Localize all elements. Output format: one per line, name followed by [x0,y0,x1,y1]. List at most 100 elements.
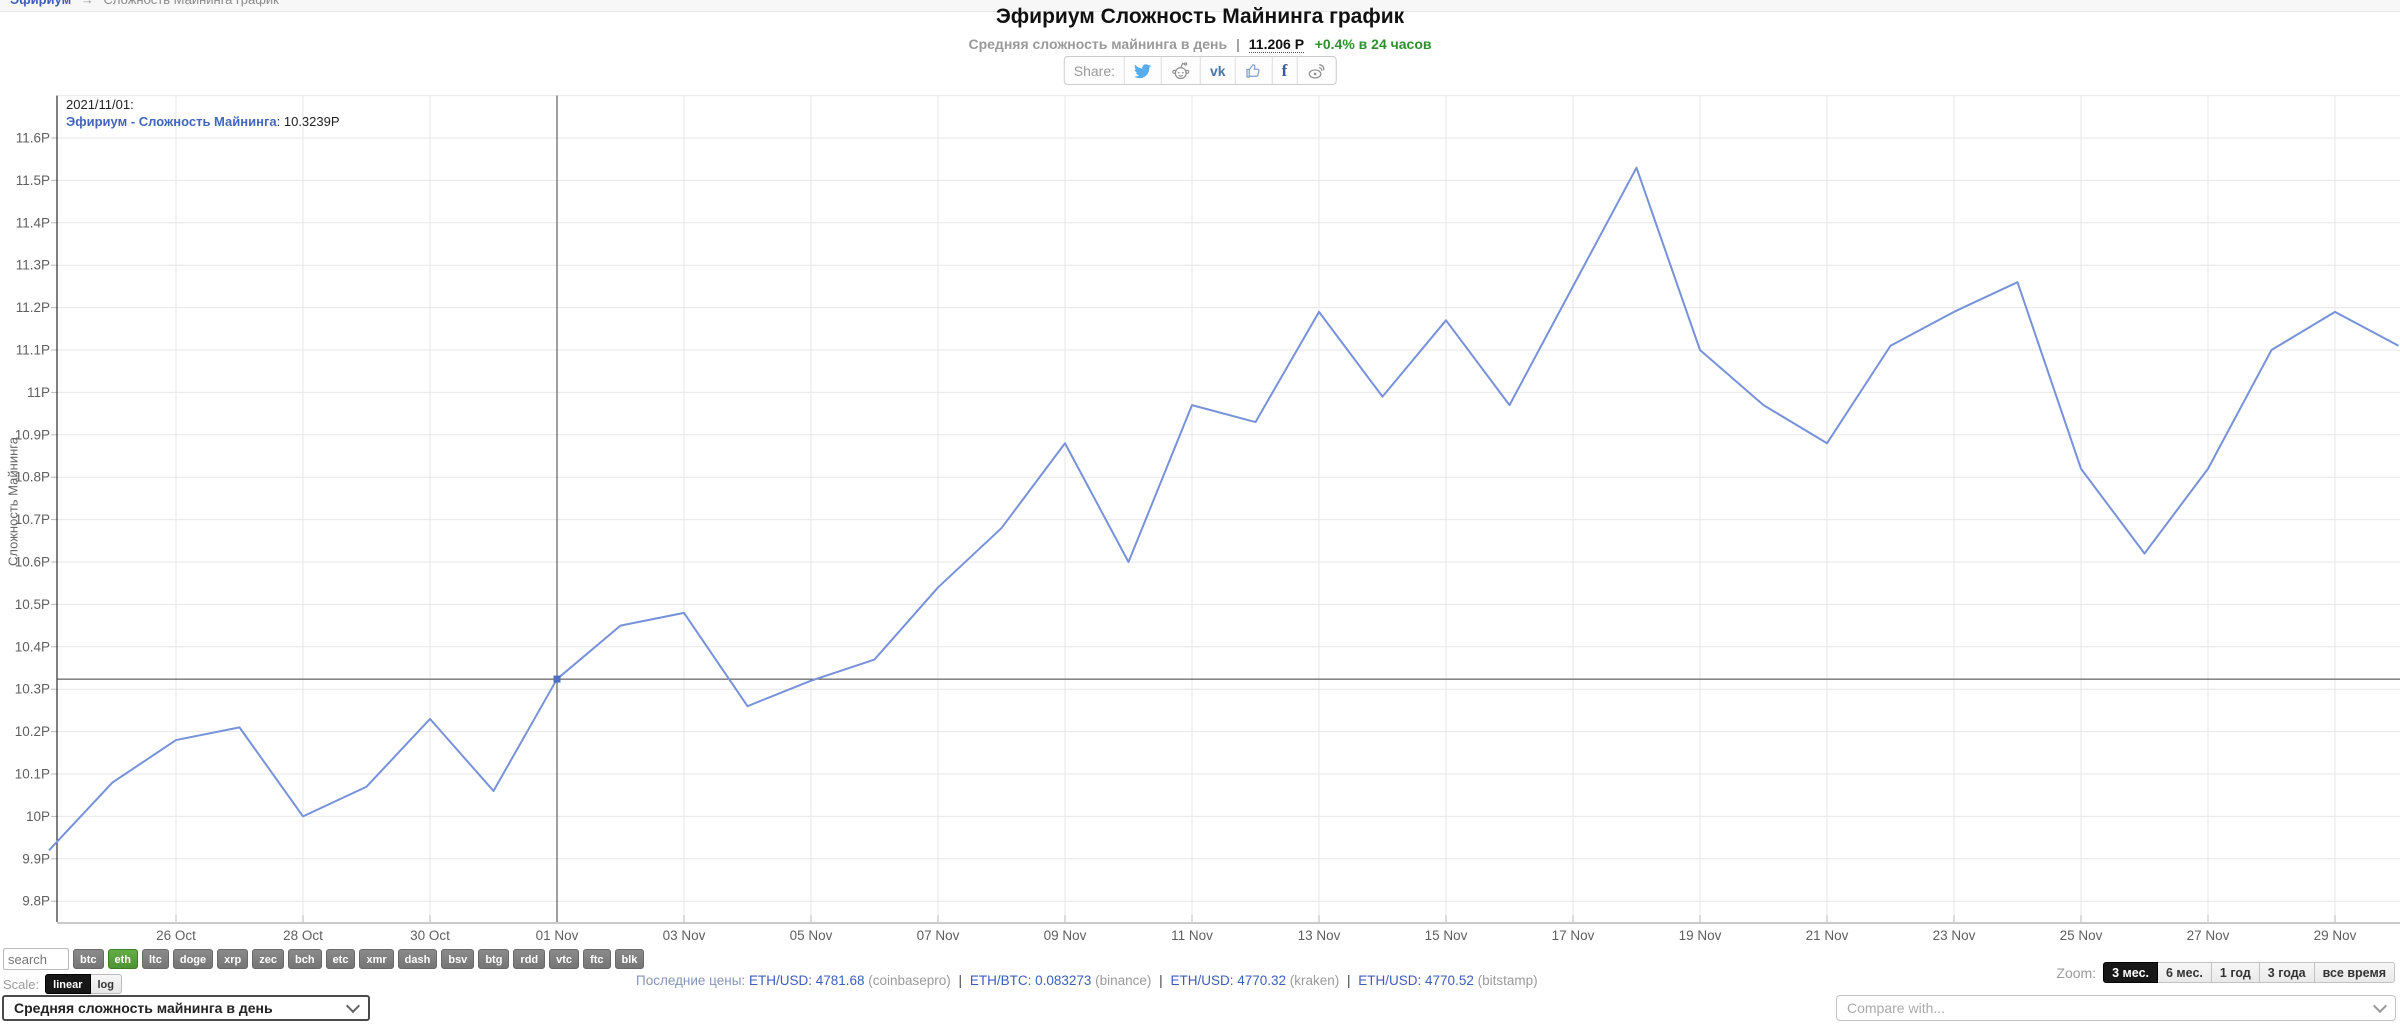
coin-button-ltc[interactable]: ltc [142,949,169,969]
coin-list: btc eth ltc doge xrp zec bch etc xmr dash bsv btg rd… [73,949,645,969]
x-axis-label: 19 Nov [1679,928,1722,943]
x-axis-label: 13 Nov [1298,928,1341,943]
y-axis-label: 10P [26,809,50,824]
coin-button-xrp[interactable]: xrp [217,949,249,969]
prices-label: Последние цены: [636,973,749,988]
facebook-icon: f [1281,60,1288,80]
coin-button-bsv[interactable]: bsv [441,949,475,969]
compare-select[interactable]: Compare with... [1836,995,2396,1021]
coin-button-ftc[interactable]: ftc [583,949,611,969]
coin-button-vtc[interactable]: vtc [549,949,580,969]
tooltip-date: 2021/11/01: [66,97,134,112]
y-axis-label: 10.9P [15,427,50,442]
x-axis-label: 23 Nov [1933,928,1976,943]
tooltip-value: 10.3239P [283,114,340,129]
coin-search-input[interactable] [3,948,69,970]
y-axis-label: 10.2P [15,724,50,739]
x-axis-label: 25 Nov [2060,928,2103,943]
x-axis-label: 30 Oct [410,928,450,943]
scale-row: Scale: linear log [3,974,122,994]
price-source-1: (coinbasepro) [864,973,951,988]
y-axis-label: 10.3P [15,682,50,697]
share-bar: Share: vk [1063,56,1337,85]
coin-button-rdd[interactable]: rdd [513,949,546,969]
thumb-up-icon [1245,62,1263,80]
x-axis-label: 15 Nov [1425,928,1468,943]
page-subtitle: Средняя сложность майнинга в день | 11.2… [0,36,2400,53]
y-axis-label: 10.5P [15,597,50,612]
scale-label: Scale: [3,976,40,992]
coin-button-blk[interactable]: blk [614,949,645,969]
chart-tooltip: 2021/11/01: Эфириум - Сложность Майнинга… [66,96,340,130]
coin-selector-row: btcethltcdogexrpzecbchetcxmrdashbsvbtgrd… [3,948,645,970]
x-axis-label: 17 Nov [1552,928,1595,943]
coin-button-xmr[interactable]: xmr [359,949,394,969]
share-twitter-button[interactable] [1125,57,1162,84]
x-axis-label: 05 Nov [790,928,833,943]
coin-button-doge[interactable]: doge [172,949,214,969]
compare-select-placeholder: Compare with... [1847,1000,1946,1016]
price-link-1[interactable]: ETH/USD: 4781.68 [748,973,865,988]
chevron-down-icon [345,998,361,1014]
y-axis-label: 10.1P [15,767,50,782]
scale-button-linear[interactable]: linear [45,974,91,994]
y-axis-label: 11P [27,385,50,400]
zoom-range-button-4[interactable]: 3 года [2259,962,2315,983]
coin-button-btc[interactable]: btc [73,949,104,969]
share-vk-button[interactable]: vk [1201,57,1236,84]
metric-select[interactable]: Средняя сложность майнинга в день [2,995,370,1021]
scale-button-log[interactable]: log [90,974,122,994]
y-axis-label: 11.3P [16,258,50,273]
price-link-3[interactable]: ETH/USD: 4770.32 [1170,973,1286,988]
zoom-range-button-1[interactable]: 3 мес. [2103,962,2158,983]
y-axis-label: 9.9P [22,851,50,866]
reddit-icon [1171,61,1191,81]
x-axis-label: 03 Nov [663,928,706,943]
highlight-marker [553,675,561,683]
scale-buttons: linear log [39,974,122,994]
share-reddit-button[interactable] [1162,57,1201,84]
breadcrumb-current: Сложность Майнинга график [103,0,278,7]
price-link-2[interactable]: ETH/BTC: 0.083273 [969,973,1092,988]
chart-plot[interactable]: 9.8P 9.9P 10P 10.1P 10.2P 10.3P 10.4P 10.5P 10.6… [0,88,2400,958]
zoom-range-button-5[interactable]: все время [2314,962,2395,983]
weibo-icon [1306,61,1326,81]
breadcrumb-home-link[interactable]: Эфириум [10,0,71,7]
share-like-button[interactable] [1236,57,1273,84]
share-facebook-button[interactable]: f [1273,57,1298,84]
subtitle-label: Средняя сложность майнинга в день [968,36,1228,52]
price-link-4[interactable]: ETH/USD: 4770.52 [1358,973,1474,988]
metric-select-value: Средняя сложность майнинга в день [14,1000,273,1016]
chevron-down-icon [2372,998,2388,1014]
subtitle-pipe: | [1235,36,1240,52]
y-axis-label: 9.8P [22,894,50,909]
tooltip-series-name: Эфириум - Сложность Майнинга [66,114,277,129]
x-axis-label: 26 Oct [156,928,196,943]
coin-button-eth[interactable]: eth [107,949,138,969]
coin-button-bch[interactable]: bch [288,949,322,969]
zoom-label: Zoom: [2056,964,2097,981]
zoom-buttons: 3 мес. 6 мес. 1 год 3 года все время [2096,962,2395,983]
current-difficulty-value: 11.206 P [1248,36,1304,53]
coin-button-zec[interactable]: zec [252,949,284,969]
zoom-range-button-3[interactable]: 1 год [2211,962,2260,983]
tooltip-colon: : [276,114,281,129]
share-weibo-button[interactable] [1297,57,1335,84]
y-axis-label: 11.2P [16,300,50,315]
x-axis-label: 21 Nov [1806,928,1849,943]
y-axis-label: 10.8P [15,470,50,485]
price-source-2: (binance) [1091,973,1152,988]
change-24h: +0.4% в 24 часов [1314,36,1432,52]
page-title: Эфириум Сложность Майнинга график [995,5,1405,28]
coin-button-btg[interactable]: btg [478,949,510,969]
price-source-3: (kraken) [1286,973,1340,988]
y-axis-label: 10.6P [15,555,50,570]
y-axis-label: 11.1P [16,343,50,358]
coin-button-dash[interactable]: dash [397,949,438,969]
difficulty-line-series [48,166,2399,852]
zoom-range-button-2[interactable]: 6 мес. [2158,962,2212,983]
x-axis-label: 07 Nov [917,928,960,943]
coin-button-etc[interactable]: etc [325,949,356,969]
x-axis-label: 09 Nov [1044,928,1087,943]
price-separator: | [1343,973,1355,988]
